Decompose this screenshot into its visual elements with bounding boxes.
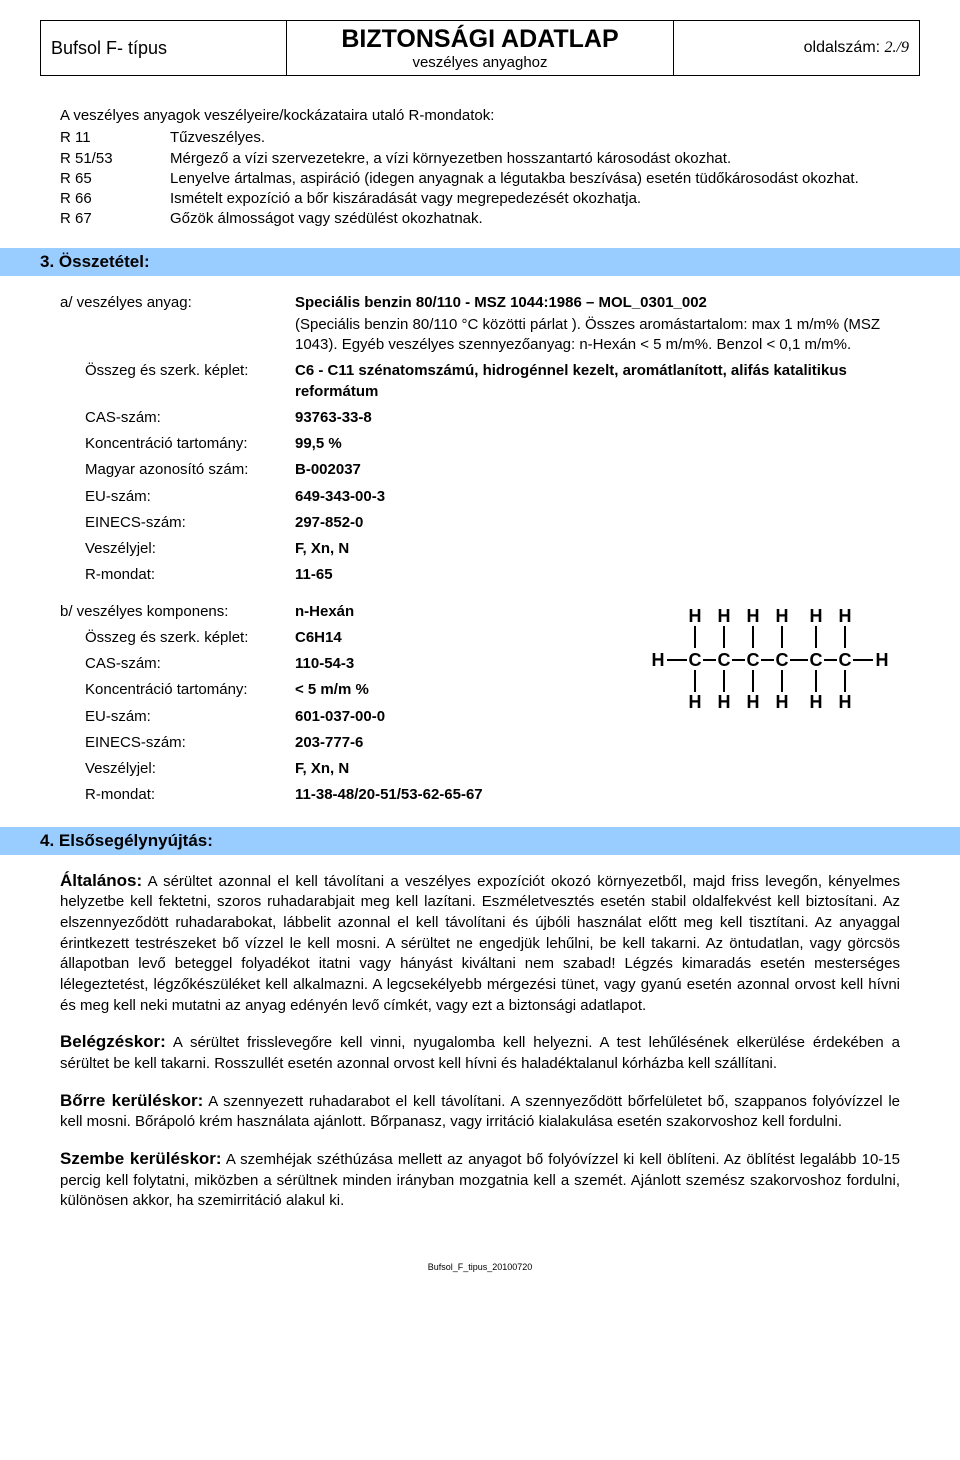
svg-text:C: C (839, 650, 852, 670)
svg-text:H: H (839, 692, 852, 712)
svg-text:H: H (747, 692, 760, 712)
svg-text:H: H (810, 692, 823, 712)
first-aid-general: Általános: A sérültet azonnal el kell tá… (60, 869, 900, 1017)
svg-text:H: H (810, 606, 823, 626)
footer-text: Bufsol_F_tipus_20100720 (40, 1262, 920, 1272)
svg-text:C: C (718, 650, 731, 670)
header-page: oldalszám: 2./9 (673, 21, 919, 76)
title-main: BIZTONSÁGI ADATLAP (297, 25, 663, 54)
svg-text:H: H (839, 606, 852, 626)
svg-text:C: C (689, 650, 702, 670)
first-aid-skin: Bőrre kerüléskor: A szennyezett ruhadara… (60, 1089, 900, 1133)
section-3-title: 3. Összetétel: (0, 248, 960, 276)
svg-text:H: H (747, 606, 760, 626)
svg-text:C: C (747, 650, 760, 670)
header-left: Bufsol F- típus (41, 21, 287, 76)
svg-text:H: H (776, 606, 789, 626)
svg-text:H: H (652, 650, 665, 670)
svg-text:C: C (810, 650, 823, 670)
r-row: R 51/53Mérgező a vízi szervezetekre, a v… (60, 149, 900, 169)
composition-a: a/ veszélyes anyag: Speciális benzin 80/… (60, 290, 900, 589)
section-4-title: 4. Elsősegélynyújtás: (0, 827, 960, 855)
first-aid-inhalation: Belégzéskor: A sérültet frisslevegőre ke… (60, 1030, 900, 1074)
first-aid-eyes: Szembe kerüléskor: A szemhéjak széthúzás… (60, 1147, 900, 1212)
svg-text:H: H (718, 606, 731, 626)
svg-text:H: H (689, 692, 702, 712)
r-row: R 67Gőzök álmosságot vagy szédülést okoz… (60, 209, 900, 229)
title-sub: veszélyes anyaghoz (297, 54, 663, 71)
r-row: R 65Lenyelve ártalmas, aspiráció (idegen… (60, 169, 900, 189)
r-phrases-list: R 11Tűzveszélyes. R 51/53Mérgező a vízi … (60, 128, 900, 229)
hexane-structure-diagram: HHHHHH H C C C (640, 604, 900, 725)
page-header: Bufsol F- típus BIZTONSÁGI ADATLAP veszé… (40, 20, 920, 76)
svg-text:H: H (876, 650, 889, 670)
r-row: R 11Tűzveszélyes. (60, 128, 900, 148)
header-title: BIZTONSÁGI ADATLAP veszélyes anyaghoz (287, 21, 674, 76)
svg-text:C: C (776, 650, 789, 670)
svg-text:H: H (718, 692, 731, 712)
r-row: R 66Ismételt expozíció a bőr kiszáradásá… (60, 189, 900, 209)
svg-text:H: H (776, 692, 789, 712)
r-phrases-intro: A veszélyes anyagok veszélyeire/kockázat… (60, 106, 900, 126)
composition-b: b/ veszélyes komponens:n-Hexán Összeg és… (60, 599, 900, 809)
svg-text:H: H (689, 606, 702, 626)
